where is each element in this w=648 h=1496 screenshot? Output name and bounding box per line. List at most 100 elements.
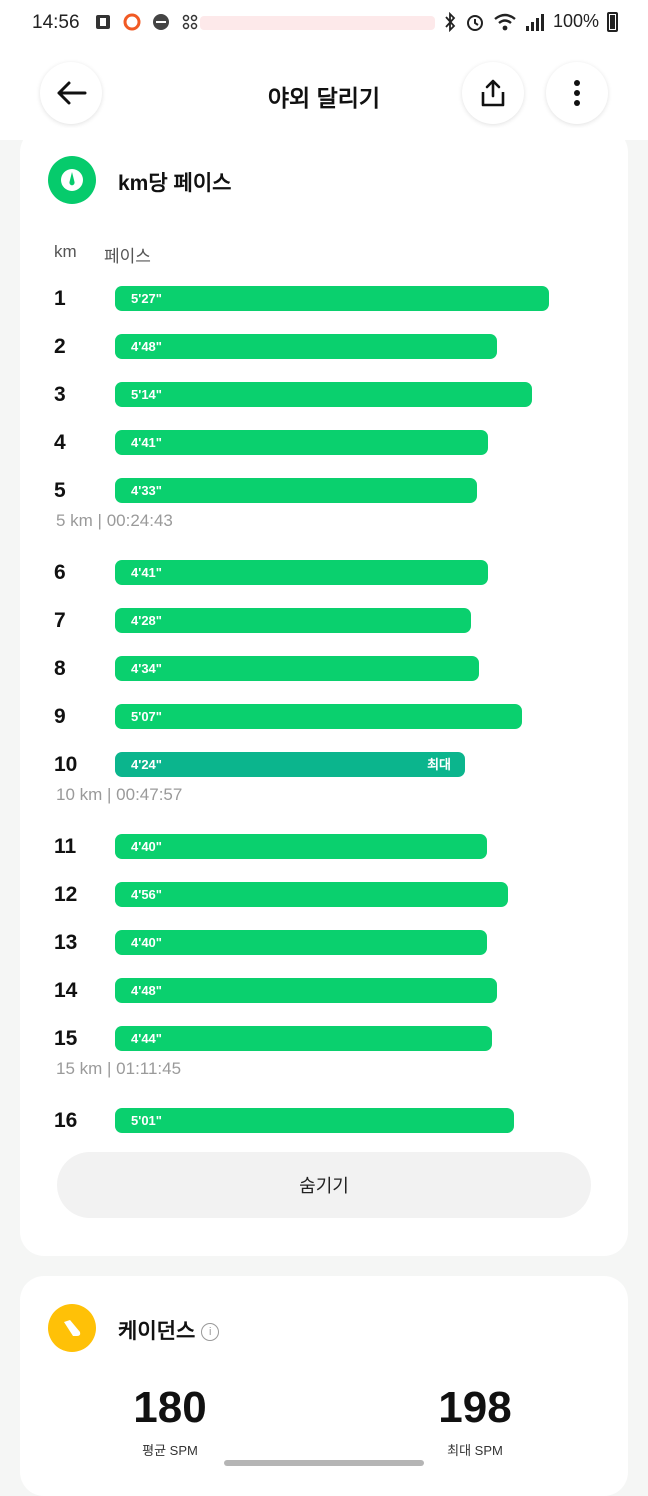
pace-value: 4'48" — [131, 983, 162, 998]
pace-bar: 4'48" — [115, 334, 497, 359]
pace-row: 13 4'40" — [20, 929, 628, 957]
pace-bar: 5'07" — [115, 704, 522, 729]
pace-row: 11 4'40" — [20, 833, 628, 861]
battery-icon — [607, 11, 618, 32]
pace-row: 9 5'07" — [20, 703, 628, 731]
pace-per-km-card: km당 페이스 km 페이스 1 5'27" 2 4'48" 3 5'14" 4 4'41" 5… — [20, 128, 628, 1256]
km-number: 6 — [54, 561, 66, 584]
pace-row: 14 4'48" — [20, 977, 628, 1005]
cadence-title-text: 케이던스 — [118, 1320, 196, 1343]
ring-notification-icon — [123, 13, 141, 31]
pace-row: 8 4'34" — [20, 655, 628, 683]
pace-bar: 4'33" — [115, 478, 477, 503]
km-number: 4 — [54, 431, 66, 454]
split-summary: 15 km | 01:11:45 — [56, 1059, 182, 1078]
pace-bar: 5'01" — [115, 1108, 514, 1133]
pace-value: 4'40" — [131, 839, 162, 854]
pace-bar: 4'41" — [115, 560, 488, 585]
pace-value: 4'41" — [131, 435, 162, 450]
pace-row: 10 4'24" 최대 — [20, 751, 628, 779]
km-number: 9 — [54, 705, 66, 728]
back-button[interactable] — [40, 62, 102, 124]
pace-value: 4'24" — [131, 757, 162, 772]
avg-spm-value: 180 — [133, 1383, 207, 1432]
km-number: 16 — [54, 1109, 78, 1132]
pace-bar: 4'41" — [115, 430, 488, 455]
split-summary: 10 km | 00:47:57 — [56, 785, 183, 804]
km-number: 12 — [54, 883, 78, 906]
alarm-icon — [466, 14, 483, 31]
pace-bar: 4'40" — [115, 930, 487, 955]
km-number: 13 — [54, 931, 78, 954]
km-column-header: km — [54, 242, 77, 261]
redacted-notification-bar — [200, 16, 435, 30]
pace-bar: 4'56" — [115, 882, 508, 907]
pace-card-title: km당 페이스 — [118, 172, 232, 195]
avg-spm-stat: 180 평균 SPM — [70, 1384, 270, 1459]
km-number: 5 — [54, 479, 66, 502]
hide-button[interactable]: 숨기기 — [57, 1152, 591, 1218]
share-button[interactable] — [462, 62, 524, 124]
wifi-icon — [494, 13, 516, 30]
avg-spm-label: 평균 SPM — [142, 1443, 198, 1458]
pace-row: 2 4'48" — [20, 333, 628, 361]
app-notification-icon — [96, 15, 110, 29]
pace-row: 16 5'01" — [20, 1107, 628, 1135]
arrow-left-icon — [57, 81, 87, 105]
more-vertical-icon — [574, 80, 580, 106]
fastest-tag: 최대 — [427, 757, 451, 772]
max-spm-value: 198 — [438, 1383, 512, 1432]
max-spm-label: 최대 SPM — [447, 1443, 503, 1458]
pace-bar: 5'14" — [115, 382, 532, 407]
max-spm-stat: 198 최대 SPM — [375, 1384, 575, 1459]
pace-value: 5'01" — [131, 1113, 162, 1128]
system-status-icons: 100% — [443, 11, 618, 32]
pace-value: 4'44" — [131, 1031, 162, 1046]
pace-value: 4'48" — [131, 339, 162, 354]
pace-value: 5'27" — [131, 291, 162, 306]
battery-percent: 100% — [552, 11, 599, 31]
split-summary: 5 km | 00:24:43 — [56, 511, 173, 530]
pace-row: 3 5'14" — [20, 381, 628, 409]
status-bar: 14:56 100% — [0, 0, 648, 46]
cadence-card: 케이던스 i 180 평균 SPM 198 최대 SPM — [20, 1276, 628, 1496]
pace-value: 4'40" — [131, 935, 162, 950]
pace-bar: 4'48" — [115, 978, 497, 1003]
km-number: 10 — [54, 753, 78, 776]
cadence-card-title: 케이던스 i — [118, 1315, 220, 1345]
notification-icons — [93, 12, 200, 32]
pace-row: 5 4'33" — [20, 477, 628, 505]
info-icon[interactable]: i — [201, 1323, 220, 1342]
km-number: 11 — [54, 835, 77, 858]
top-app-bar: 야외 달리기 — [0, 46, 648, 140]
km-number: 2 — [54, 335, 66, 358]
pace-value: 4'56" — [131, 887, 162, 902]
pace-row: 6 4'41" — [20, 559, 628, 587]
pace-value: 5'07" — [131, 709, 162, 724]
page-title: 야외 달리기 — [267, 85, 381, 111]
share-icon — [481, 79, 505, 107]
mute-notification-icon — [153, 14, 169, 30]
more-options-button[interactable] — [546, 62, 608, 124]
dots-notification-icon — [182, 14, 198, 30]
pace-value: 4'33" — [131, 483, 162, 498]
pace-bar: 4'44" — [115, 1026, 492, 1051]
home-indicator[interactable] — [224, 1460, 424, 1466]
pace-icon — [48, 156, 96, 204]
pace-row: 7 4'28" — [20, 607, 628, 635]
signal-icon — [525, 13, 544, 31]
pace-value: 4'41" — [131, 565, 162, 580]
pace-bar: 4'34" — [115, 656, 479, 681]
km-number: 15 — [54, 1027, 78, 1050]
pace-row: 12 4'56" — [20, 881, 628, 909]
km-number: 8 — [54, 657, 66, 680]
pace-column-header: 페이스 — [104, 247, 151, 266]
fastest-pace-bar: 4'24" 최대 — [115, 752, 465, 777]
km-number: 7 — [54, 609, 66, 632]
status-time: 14:56 — [32, 12, 80, 33]
bluetooth-icon — [445, 11, 456, 32]
pace-value: 5'14" — [131, 387, 162, 402]
km-number: 1 — [54, 287, 66, 310]
km-number: 14 — [54, 979, 78, 1002]
pace-row: 4 4'41" — [20, 429, 628, 457]
